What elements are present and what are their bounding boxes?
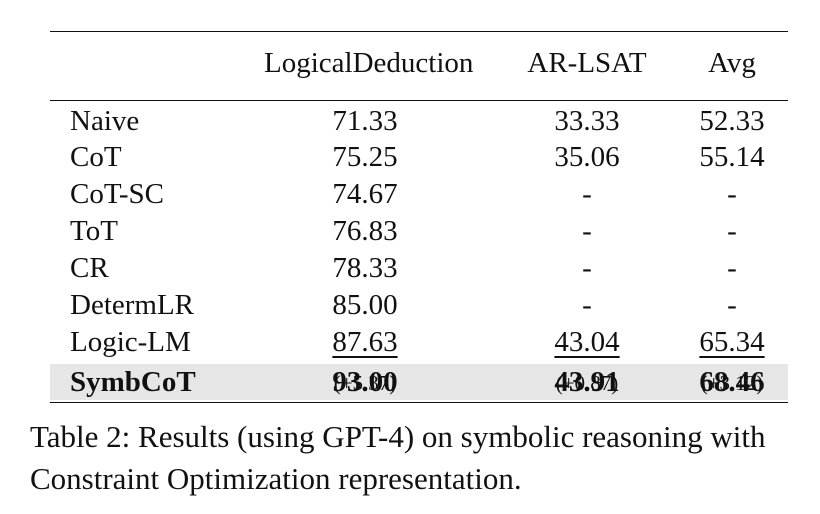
method-name: CR [70, 252, 109, 284]
table-header-rule [50, 100, 788, 101]
logicaldeduction-score: 74.67 [332, 178, 398, 210]
logicaldeduction-score: 71.33 [332, 105, 398, 137]
avg-score: - [727, 178, 737, 210]
avg-score: - [727, 215, 737, 247]
header-ar-lsat: AR-LSAT [527, 47, 647, 79]
avg-score: - [727, 289, 737, 321]
table-header-row: LogicalDeduction AR-LSAT Avg [50, 45, 788, 81]
method-name: SymbCoT [70, 366, 196, 398]
method-name: ToT [70, 215, 118, 247]
avg-score: 52.33 [699, 105, 765, 137]
method-name: Naive [70, 105, 140, 137]
logicaldeduction-score: 78.33 [332, 252, 398, 284]
improvement-values: (+5.37) (+0.87) (+3.12) [50, 366, 788, 400]
logicaldeduction-score: 93.00 [332, 366, 398, 398]
avg-improvement: (+3.12) [700, 371, 764, 395]
table-caption: Table 2: Results (using GPT-4) on symbol… [30, 419, 766, 496]
ar-lsat-score: - [582, 215, 592, 247]
ar-lsat-score: 43.91 [554, 366, 620, 398]
avg-score: 55.14 [699, 141, 765, 173]
ar-lsat-improvement: (+0.87) [555, 371, 619, 395]
avg-score: - [727, 252, 737, 284]
table-row-cot: CoT 75.25 35.06 55.14 [50, 139, 788, 175]
table-row-logic-lm: Logic-LM 87.63 43.04 65.34 [50, 324, 788, 360]
method-name: Logic-LM [70, 326, 191, 358]
method-name: CoT [70, 141, 122, 173]
table-row-naive: Naive 71.33 33.33 52.33 [50, 103, 788, 139]
table-row-determlr: DetermLR 85.00 - - [50, 287, 788, 323]
table-row-cr: CR 78.33 - - [50, 250, 788, 286]
logicaldeduction-score: 85.00 [332, 289, 398, 321]
ar-lsat-score: - [582, 178, 592, 210]
table-top-rule [50, 31, 788, 32]
logicaldeduction-score: 87.63 [264, 324, 466, 360]
underlined-value: 65.34 [699, 326, 765, 358]
underlined-value: 87.63 [332, 326, 398, 358]
logicaldeduction-score: 75.25 [332, 141, 398, 173]
table-row-tot: ToT 76.83 - - [50, 213, 788, 249]
table-row-symbcot: SymbCoT 93.00 43.91 68.46 [50, 364, 788, 400]
underlined-value: 43.04 [554, 326, 620, 358]
ar-lsat-score: - [582, 252, 592, 284]
logicaldeduction-improvement: (+5.37) [333, 371, 397, 395]
method-name: CoT-SC [70, 178, 165, 210]
ar-lsat-score: 35.06 [554, 141, 620, 173]
avg-score: 65.34 [682, 324, 782, 360]
logicaldeduction-score: 76.83 [332, 215, 398, 247]
method-name: DetermLR [70, 289, 195, 321]
ar-lsat-score: 43.04 [510, 324, 664, 360]
ar-lsat-score: 33.33 [554, 105, 620, 137]
ar-lsat-score: - [582, 289, 592, 321]
table-row-cot-sc: CoT-SC 74.67 - - [50, 176, 788, 212]
avg-score: 68.46 [699, 366, 765, 398]
header-avg: Avg [708, 47, 756, 79]
table-bottom-rule [50, 402, 788, 403]
header-logicaldeduction: LogicalDeduction [264, 47, 474, 79]
